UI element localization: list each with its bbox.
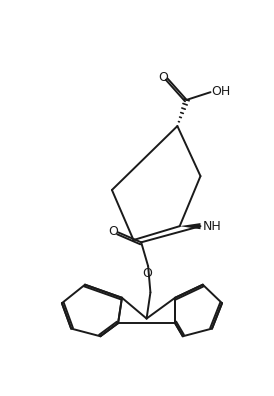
Text: O: O xyxy=(142,267,152,280)
Text: OH: OH xyxy=(212,85,231,98)
Text: NH: NH xyxy=(203,220,221,233)
Text: O: O xyxy=(108,225,118,238)
Text: O: O xyxy=(158,71,168,84)
Polygon shape xyxy=(180,223,201,229)
